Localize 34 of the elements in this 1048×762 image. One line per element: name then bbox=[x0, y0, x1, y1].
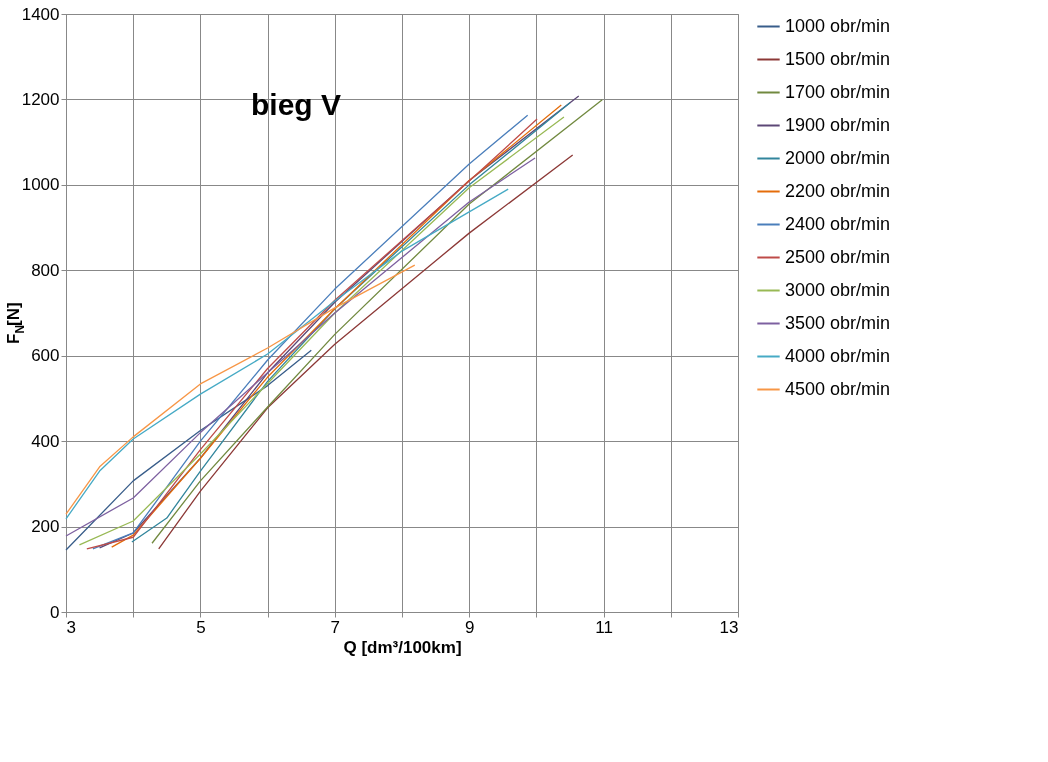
y-tick-label: 400 bbox=[31, 431, 60, 451]
x-tick-label: 7 bbox=[330, 617, 341, 637]
line-series bbox=[65, 349, 312, 551]
legend-label: 2500 obr/min bbox=[785, 246, 891, 267]
line-series bbox=[65, 188, 509, 520]
legend-label: 4500 obr/min bbox=[785, 378, 891, 399]
y-tick-label: 800 bbox=[31, 260, 60, 280]
legend-label: 2000 obr/min bbox=[785, 147, 891, 168]
legend-label: 4000 obr/min bbox=[785, 345, 891, 366]
text: bieg V bbox=[250, 88, 342, 121]
y-tick-label: 1200 bbox=[21, 89, 60, 109]
y-tick-label: 600 bbox=[31, 346, 60, 366]
line-series bbox=[65, 264, 416, 515]
x-tick-label: 3 bbox=[66, 617, 76, 637]
legend-label: 3500 obr/min bbox=[785, 312, 891, 333]
y-tick-label: 1400 bbox=[21, 4, 60, 24]
x-tick-label: 13 bbox=[719, 617, 739, 637]
legend-label: 2400 obr/min bbox=[785, 213, 891, 234]
y-axis-title: FN[N] bbox=[4, 302, 27, 344]
x-tick-label: 9 bbox=[464, 617, 475, 637]
legend-label: 1700 obr/min bbox=[785, 81, 891, 102]
y-tick-label: 200 bbox=[31, 517, 60, 537]
y-tick-label: 0 bbox=[50, 602, 60, 622]
legend-label: 1900 obr/min bbox=[785, 114, 891, 135]
legend-label: 1000 obr/min bbox=[785, 15, 891, 36]
x-axis-title: Q [dm³/100km] bbox=[343, 637, 462, 657]
legend-label: 3000 obr/min bbox=[785, 279, 891, 300]
legend-label: 1500 obr/min bbox=[785, 48, 891, 69]
line-series bbox=[65, 157, 536, 537]
line-series bbox=[158, 154, 574, 550]
x-tick-label: 5 bbox=[196, 617, 206, 637]
legend-label: 2200 obr/min bbox=[785, 180, 891, 201]
x-tick-label: 11 bbox=[595, 617, 613, 637]
y-tick-label: 1000 bbox=[21, 175, 60, 195]
